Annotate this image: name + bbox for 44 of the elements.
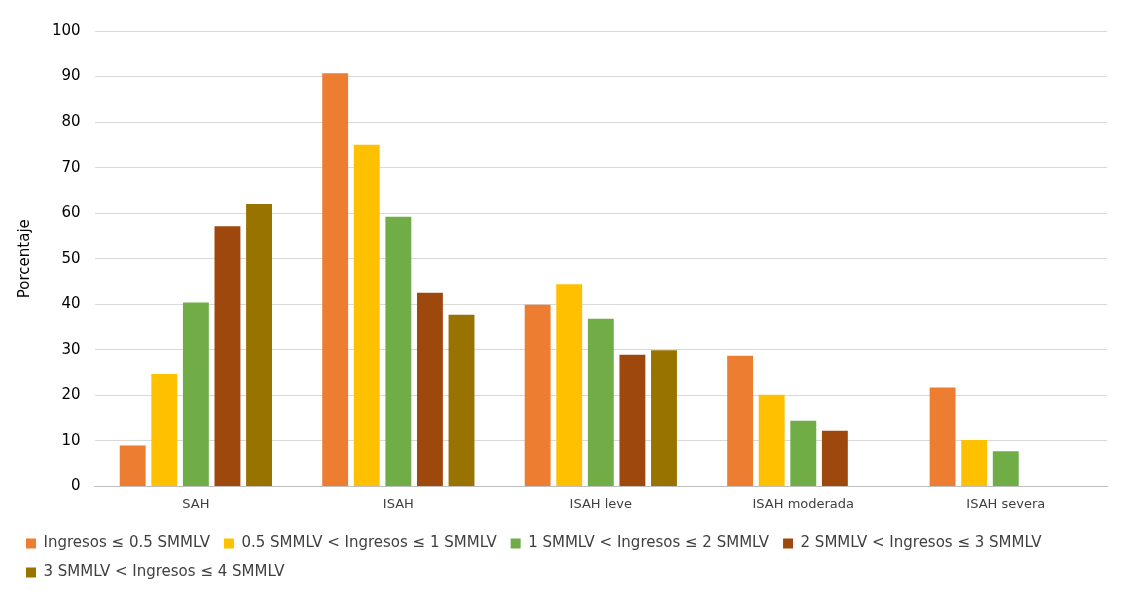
legend-label: Ingresos ≤ 0.5 SMMLV <box>43 533 211 552</box>
bar <box>619 354 646 486</box>
x-tick-label: SAH <box>182 495 210 511</box>
bar <box>651 350 677 486</box>
bar <box>151 373 178 486</box>
bar <box>322 73 349 486</box>
y-tick-label: 30 <box>61 339 81 358</box>
y-tick-label: 100 <box>51 20 81 39</box>
bar <box>790 420 817 486</box>
bar <box>587 318 614 486</box>
bar <box>119 445 146 486</box>
bar <box>992 451 1019 486</box>
bar <box>556 284 583 486</box>
y-tick-label: 70 <box>61 157 81 176</box>
legend-label: 2 SMMLV < Ingresos ≤ 3 SMMLV <box>800 533 1043 552</box>
y-tick-label: 90 <box>61 66 81 85</box>
y-tick-label: 80 <box>61 111 81 130</box>
legend-label: 3 SMMLV < Ingresos ≤ 4 SMMLV <box>43 562 286 581</box>
bar <box>821 430 848 486</box>
legend-label: 0.5 SMMLV < Ingresos ≤ 1 SMMLV <box>241 533 498 552</box>
bar <box>353 144 380 486</box>
bar <box>961 439 988 486</box>
x-tick-label: ISAH <box>382 495 414 511</box>
bar <box>182 302 209 486</box>
y-tick-label: 40 <box>61 294 81 313</box>
bar <box>214 226 241 486</box>
bar <box>524 304 551 486</box>
y-tick-label: 50 <box>61 248 81 267</box>
bar <box>929 387 956 486</box>
y-tick-label: 60 <box>61 203 81 222</box>
x-tick-label: ISAH moderada <box>752 495 855 511</box>
y-axis-title: Porcentaje <box>14 219 33 299</box>
y-tick-label: 20 <box>61 385 81 404</box>
bar <box>246 204 272 486</box>
bar <box>727 355 754 486</box>
x-tick-label: ISAH leve <box>569 495 633 511</box>
bar <box>758 394 785 486</box>
y-tick-label: 0 <box>71 476 81 495</box>
bar <box>448 314 475 486</box>
legend-label: 1 SMMLV < Ingresos ≤ 2 SMMLV <box>528 533 770 552</box>
bar <box>416 292 443 486</box>
x-tick-label: ISAH severa <box>966 495 1046 511</box>
bar <box>385 216 412 486</box>
y-tick-label: 10 <box>61 430 81 449</box>
